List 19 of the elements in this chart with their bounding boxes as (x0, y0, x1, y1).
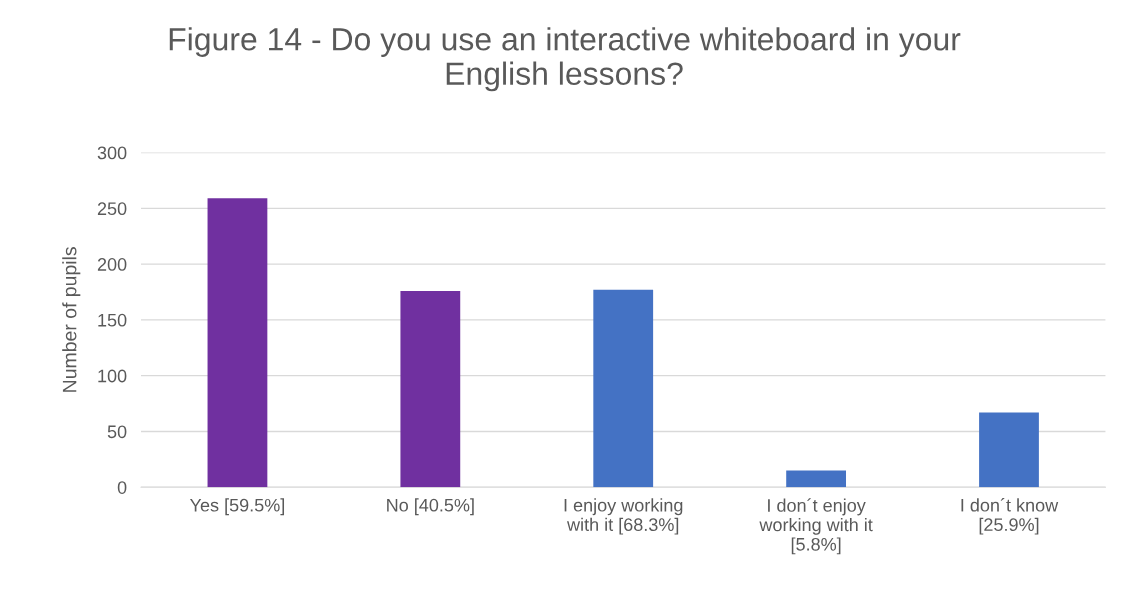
y-tick-label: 0 (117, 481, 127, 494)
bar (979, 412, 1039, 488)
bar (400, 290, 461, 488)
y-tick-label: 100 (98, 369, 127, 383)
y-axis-title: Number of pupils (62, 247, 81, 392)
y-tick-label: 300 (97, 146, 127, 160)
y-tick-label: 150 (98, 313, 127, 327)
x-tick-label: No [40.5%] (387, 498, 474, 516)
bar (207, 198, 268, 488)
x-tick-label: I enjoy working with it [68.3%] (564, 498, 683, 535)
y-tick-label: 250 (97, 202, 127, 216)
x-tick-label: Yes [59.5%] (189, 498, 285, 516)
y-tick-label: 200 (97, 258, 127, 271)
x-tick-label: I don´t enjoy working with it [5.8%] (759, 498, 873, 555)
y-tick-label: 50 (107, 425, 127, 439)
x-tick-label: I don´t know [25.9%] (961, 498, 1059, 535)
bar (593, 289, 654, 488)
chart-title: Figure 14 - Do you use an interactive whiteboard in your English lessons? (169, 27, 961, 92)
bar (786, 470, 847, 488)
